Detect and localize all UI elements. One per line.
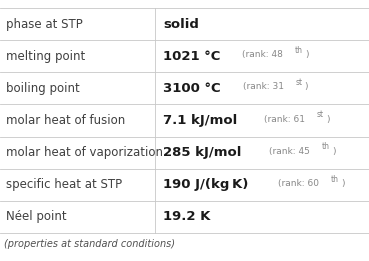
Text: 7.1 kJ/mol: 7.1 kJ/mol <box>163 114 237 127</box>
Text: st: st <box>317 110 324 119</box>
Text: ): ) <box>326 115 330 123</box>
Text: (rank: 45: (rank: 45 <box>269 147 310 156</box>
Text: th: th <box>322 142 330 151</box>
Text: (rank: 61: (rank: 61 <box>264 115 305 123</box>
Text: 190 J/(kg K): 190 J/(kg K) <box>163 178 248 191</box>
Text: ): ) <box>305 82 308 91</box>
Text: th: th <box>295 46 303 55</box>
Text: ): ) <box>332 147 336 156</box>
Text: molar heat of fusion: molar heat of fusion <box>6 114 125 127</box>
Text: solid: solid <box>163 17 199 31</box>
Text: (rank: 48: (rank: 48 <box>242 50 283 59</box>
Text: 19.2 K: 19.2 K <box>163 210 210 223</box>
Text: 3100 °C: 3100 °C <box>163 82 221 95</box>
Text: melting point: melting point <box>6 50 85 63</box>
Text: boiling point: boiling point <box>6 82 80 95</box>
Text: phase at STP: phase at STP <box>6 17 83 31</box>
Text: molar heat of vaporization: molar heat of vaporization <box>6 146 163 159</box>
Text: th: th <box>295 46 303 55</box>
Text: st: st <box>317 110 324 119</box>
Text: 1021 °C: 1021 °C <box>163 50 220 63</box>
Text: th: th <box>331 175 339 183</box>
Text: 285 kJ/mol: 285 kJ/mol <box>163 146 241 159</box>
Text: (rank: 60: (rank: 60 <box>278 179 319 188</box>
Text: ): ) <box>305 50 309 59</box>
Text: th: th <box>331 175 339 183</box>
Text: Néel point: Néel point <box>6 210 67 223</box>
Text: st: st <box>296 78 303 87</box>
Text: specific heat at STP: specific heat at STP <box>6 178 122 191</box>
Text: st: st <box>296 78 303 87</box>
Text: (properties at standard conditions): (properties at standard conditions) <box>4 239 175 249</box>
Text: th: th <box>322 142 330 151</box>
Text: ): ) <box>342 179 345 188</box>
Text: (rank: 31: (rank: 31 <box>242 82 283 91</box>
